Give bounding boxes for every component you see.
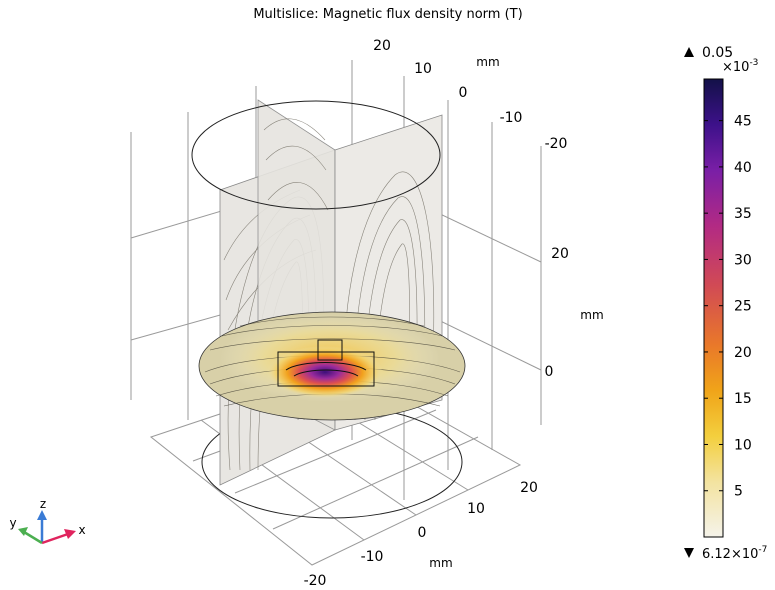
x-tick: -20 xyxy=(304,573,327,589)
down-triangle-icon xyxy=(684,548,694,558)
colorbar-tick-label: 15 xyxy=(734,391,752,407)
colorbar-min-value: 6.12×10-7 xyxy=(702,545,767,562)
colorbar-scale-factor: ×10-3 xyxy=(722,58,758,75)
axis-triad: z x y xyxy=(9,497,86,545)
triad-z-label: z xyxy=(40,497,46,511)
up-triangle-icon xyxy=(684,47,694,57)
z-axis-ticks: 20 0 mm xyxy=(545,246,604,380)
colorbar-scale-exp: -3 xyxy=(749,58,758,68)
colorbar-min-base: 6.12×10 xyxy=(702,547,758,562)
y-tick: 0 xyxy=(459,85,468,101)
colorbar-max-label: 0.05 xyxy=(684,45,733,61)
x-tick: 20 xyxy=(520,480,538,496)
x-tick: 10 xyxy=(467,501,485,517)
colorbar-scale-base: ×10 xyxy=(722,60,749,75)
z-axis-unit: mm xyxy=(580,308,603,322)
cylinder-top-outline xyxy=(191,100,441,210)
x-tick: 0 xyxy=(418,525,427,541)
slice-plane-xy xyxy=(198,311,466,421)
y-axis-unit: mm xyxy=(476,55,499,69)
x-axis-ticks: 20 10 0 -10 -20 mm xyxy=(304,480,538,589)
colorbar-min-label: 6.12×10-7 xyxy=(684,545,767,562)
colorbar-tick-label: 40 xyxy=(734,160,752,176)
z-tick: 20 xyxy=(551,246,569,262)
colorbar-tick-label: 35 xyxy=(734,206,752,222)
y-axis-ticks: 20 10 0 -10 -20 mm xyxy=(373,38,567,152)
colorbar-tick-label: 25 xyxy=(734,299,752,315)
y-tick: -20 xyxy=(545,136,568,152)
colorbar-tick-label: 20 xyxy=(734,345,752,361)
colorbar-tick-label: 5 xyxy=(734,484,743,500)
chart-title: Multislice: Magnetic flux density norm (… xyxy=(253,7,522,22)
y-tick: 20 xyxy=(373,38,391,54)
colorbar-ticks: 5 10 15 20 25 30 35 40 45 xyxy=(704,114,752,500)
colorbar-gradient xyxy=(703,78,724,538)
colorbar-tick-label: 30 xyxy=(734,252,752,268)
y-tick: 10 xyxy=(414,61,432,77)
y-tick: -10 xyxy=(500,110,523,126)
x-tick: -10 xyxy=(361,549,384,565)
colorbar: 0.05 ×10-3 5 10 15 20 25 30 35 40 45 6.12×10-7 xyxy=(684,45,767,562)
z-tick: 0 xyxy=(545,364,554,380)
colorbar-tick-label: 45 xyxy=(734,114,752,130)
triad-y-label: y xyxy=(9,516,16,530)
colorbar-tick-label: 10 xyxy=(734,437,752,453)
triad-x-label: x xyxy=(78,523,85,537)
colorbar-max-value: 0.05 xyxy=(702,45,733,61)
x-axis-unit: mm xyxy=(429,556,452,570)
colorbar-min-exp: -7 xyxy=(758,545,767,555)
